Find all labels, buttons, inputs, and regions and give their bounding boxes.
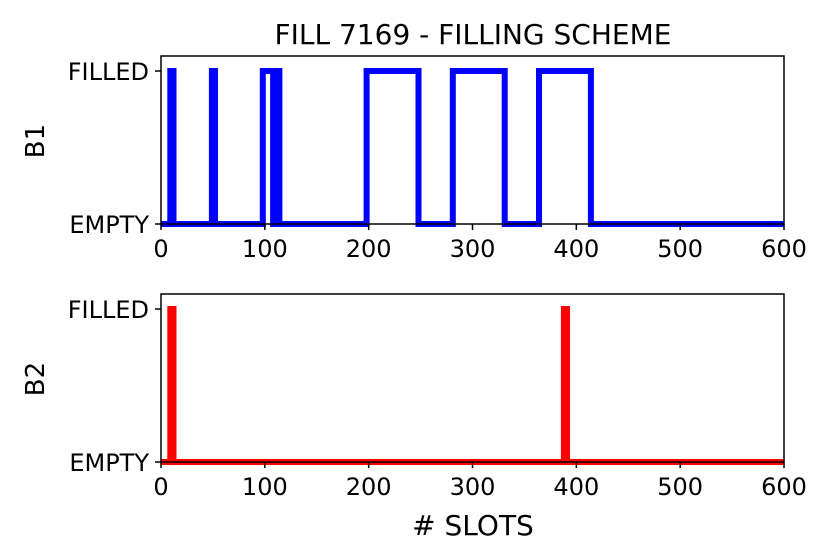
b2-series-line — [161, 306, 784, 465]
b2-x-ticks: 0 100 200 300 400 500 600 — [153, 462, 807, 501]
x-tick-label: 600 — [761, 235, 807, 263]
x-tick-label: 400 — [553, 235, 599, 263]
y-tick-label: EMPTY — [69, 211, 149, 239]
x-tick-label: 500 — [657, 473, 703, 501]
x-tick-label: 0 — [153, 235, 168, 263]
b1-plot-frame — [160, 55, 785, 225]
x-tick-label: 400 — [553, 473, 599, 501]
b2-plot-frame — [160, 293, 785, 463]
x-tick-label: 200 — [346, 473, 392, 501]
x-tick-label: 100 — [242, 235, 288, 263]
b1-y-ticks: EMPTY FILLED — [68, 58, 161, 239]
x-tick-label: 300 — [450, 473, 496, 501]
y-tick-label: FILLED — [68, 296, 149, 324]
b1-series-line — [161, 68, 784, 227]
b2-y-axis-label: B2 — [21, 362, 51, 396]
panel-b2: 0 100 200 300 400 500 600 EMPTY FILLED B2 — [21, 293, 807, 501]
y-tick-label: FILLED — [68, 58, 149, 86]
b2-y-ticks: EMPTY FILLED — [68, 296, 161, 477]
x-tick-label: 300 — [450, 235, 496, 263]
chart-title: FILL 7169 - FILLING SCHEME — [275, 18, 672, 51]
x-tick-label: 200 — [346, 235, 392, 263]
x-tick-label: 100 — [242, 473, 288, 501]
panel-b1: 0 100 200 300 400 500 600 EMPTY FILLED B1 — [21, 55, 807, 263]
b1-y-axis-label: B1 — [21, 124, 51, 158]
x-axis-label: # SLOTS — [412, 509, 534, 542]
y-tick-label: EMPTY — [69, 449, 149, 477]
x-tick-label: 500 — [657, 235, 703, 263]
b1-x-ticks: 0 100 200 300 400 500 600 — [153, 224, 807, 263]
x-tick-label: 0 — [153, 473, 168, 501]
x-tick-label: 600 — [761, 473, 807, 501]
